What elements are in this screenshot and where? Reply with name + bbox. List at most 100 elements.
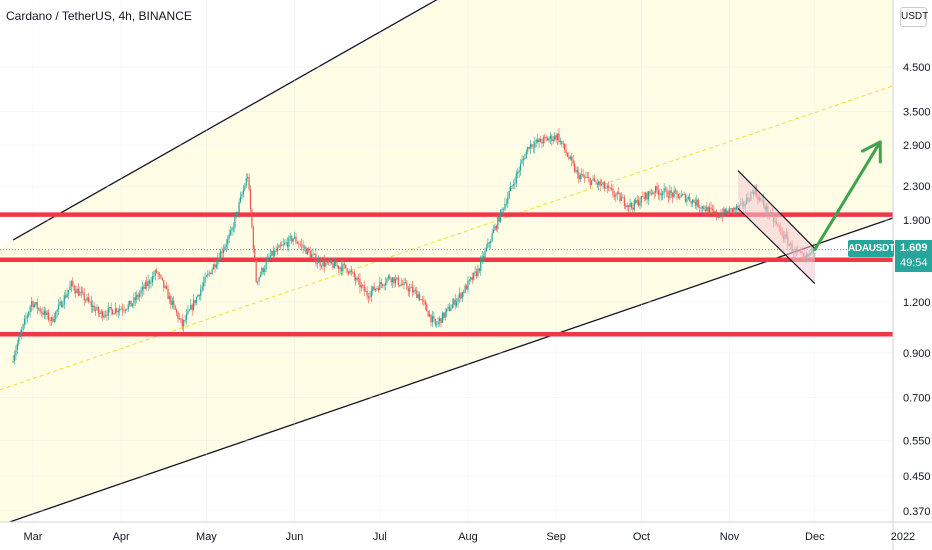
candle-body (404, 282, 407, 283)
candle-body (158, 274, 161, 275)
candle-body (148, 280, 151, 284)
candle-body (188, 309, 190, 311)
candle-body (285, 242, 287, 244)
candle-body (80, 291, 82, 293)
candle-body (220, 251, 222, 260)
candle-body (140, 290, 142, 294)
candle-body (87, 297, 90, 302)
y-tick-label: 2.900 (903, 140, 931, 152)
candle-body (130, 300, 132, 307)
candle-body (507, 197, 509, 204)
candle-body (483, 256, 485, 258)
candle-body (35, 302, 37, 305)
candle-body (346, 268, 348, 272)
candle-body (247, 177, 249, 179)
candle-body (411, 287, 414, 293)
symbol-price-label: ADAUSDT (848, 240, 895, 257)
candle-body (259, 274, 262, 278)
falling-wedge (737, 170, 816, 284)
candle-body (384, 283, 387, 286)
candle-body (477, 268, 479, 277)
candle-body (446, 308, 448, 312)
candle-body (96, 307, 98, 310)
candle-body (303, 247, 306, 249)
candle-body (32, 301, 34, 308)
candle-body (293, 236, 296, 239)
candle-body (191, 304, 193, 310)
candle-body (374, 288, 377, 291)
candle-body (561, 140, 563, 144)
candle-body (77, 288, 80, 296)
candle-body (535, 139, 537, 143)
candle-body (700, 207, 702, 209)
candle-body (110, 307, 112, 310)
candle-body (146, 282, 148, 287)
candle-body (369, 296, 371, 298)
candle-body (296, 242, 298, 244)
time-scale (0, 522, 932, 550)
candle-body (510, 186, 512, 192)
candle-body (19, 333, 21, 338)
candle-body (232, 227, 235, 229)
candle-body (382, 284, 384, 286)
candle-body (33, 304, 36, 308)
candle-body (484, 250, 486, 258)
candle-body (392, 277, 394, 283)
candle-body (528, 146, 530, 149)
y-tick-label: 2.300 (903, 181, 931, 193)
candle-body (49, 320, 51, 321)
candle-body (724, 208, 726, 213)
candle-body (256, 281, 259, 283)
candle-body (139, 293, 141, 297)
candle-body (336, 265, 338, 267)
candle-body (298, 243, 300, 245)
candle-body (39, 308, 41, 312)
candle-body (67, 290, 70, 294)
candle-body (193, 299, 195, 310)
candles (12, 128, 816, 365)
candle-body (534, 142, 536, 148)
candle-body (537, 139, 539, 143)
currency-button[interactable]: USDT (900, 7, 928, 27)
candle-body (615, 194, 617, 197)
candle-body (302, 244, 304, 248)
candle-body (521, 160, 523, 164)
candle-body (430, 314, 432, 323)
candle-body (453, 299, 455, 305)
y-tick-label: 4.500 (903, 62, 931, 74)
candle-body (448, 306, 451, 311)
candle-body (495, 225, 498, 229)
candle-body (704, 209, 706, 212)
candle-body (538, 138, 540, 143)
candle-body (643, 196, 645, 199)
candle-body (701, 206, 704, 209)
candle-body (522, 158, 525, 161)
candle-body (572, 160, 574, 164)
candle-body (90, 301, 92, 307)
candle-body (94, 309, 97, 311)
candle-body (440, 318, 442, 323)
candle-body (454, 299, 456, 306)
candle-body (265, 261, 267, 269)
candle-body (652, 192, 654, 194)
candle-body (559, 140, 561, 142)
candle-body (539, 138, 542, 143)
candle-body (667, 196, 670, 198)
candle-body (502, 208, 505, 210)
candle-body (42, 312, 44, 315)
candle-body (227, 238, 229, 245)
candle-body (633, 200, 635, 210)
candle-body (92, 305, 94, 307)
candle-body (524, 158, 526, 160)
candle-body (717, 216, 719, 218)
candle-body (109, 307, 111, 308)
candle-body (736, 205, 738, 210)
candle-body (460, 293, 462, 299)
candle-body (261, 268, 263, 275)
candle-body (161, 277, 163, 281)
candle-body (441, 312, 443, 323)
candle-body (166, 286, 168, 289)
candle-body (154, 270, 156, 277)
